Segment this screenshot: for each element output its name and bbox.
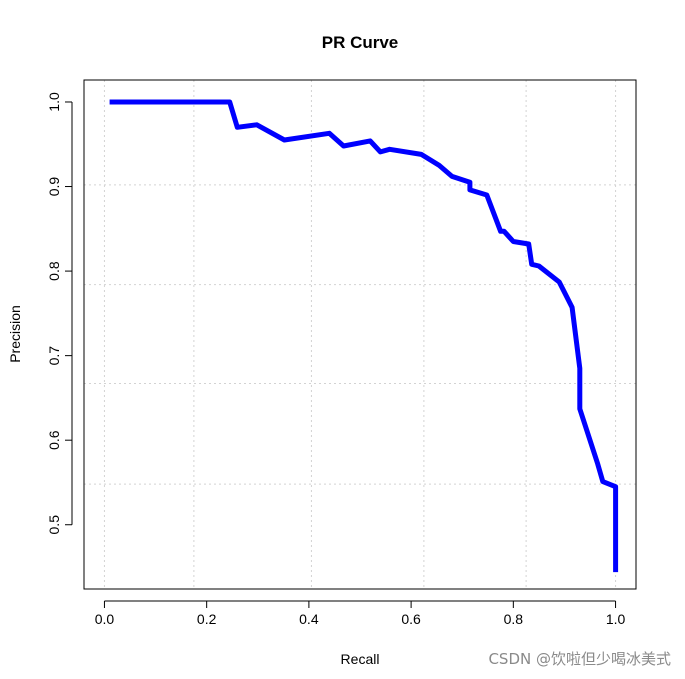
y-tick-label: 0.8 [46,261,62,281]
y-tick-label: 1.0 [46,92,62,112]
x-tick-label: 0.0 [95,611,115,627]
y-axis: 0.5 0.6 0.7 0.8 0.9 1.0 [46,92,73,535]
y-axis-label: Precision [7,305,23,363]
x-axis: 0.0 0.2 0.4 0.6 0.8 1.0 [95,600,626,627]
chart-title: PR Curve [322,33,399,52]
pr-curve-line [109,99,619,573]
series-layer [109,99,619,573]
x-tick-label: 1.0 [606,611,626,627]
x-tick-label: 0.8 [504,611,524,627]
y-tick-label: 0.9 [46,177,62,197]
x-tick-label: 0.4 [299,611,319,627]
y-tick-label: 0.6 [46,430,62,450]
watermark: CSDN @饮啦但少喝冰美式 [488,650,671,668]
y-tick-label: 0.7 [46,346,62,366]
grid-lines [84,80,636,589]
x-tick-label: 0.6 [401,611,421,627]
plot-frame [83,79,637,590]
x-axis-label: Recall [341,651,380,667]
x-tick-label: 0.2 [197,611,217,627]
y-tick-label: 0.5 [46,515,62,535]
